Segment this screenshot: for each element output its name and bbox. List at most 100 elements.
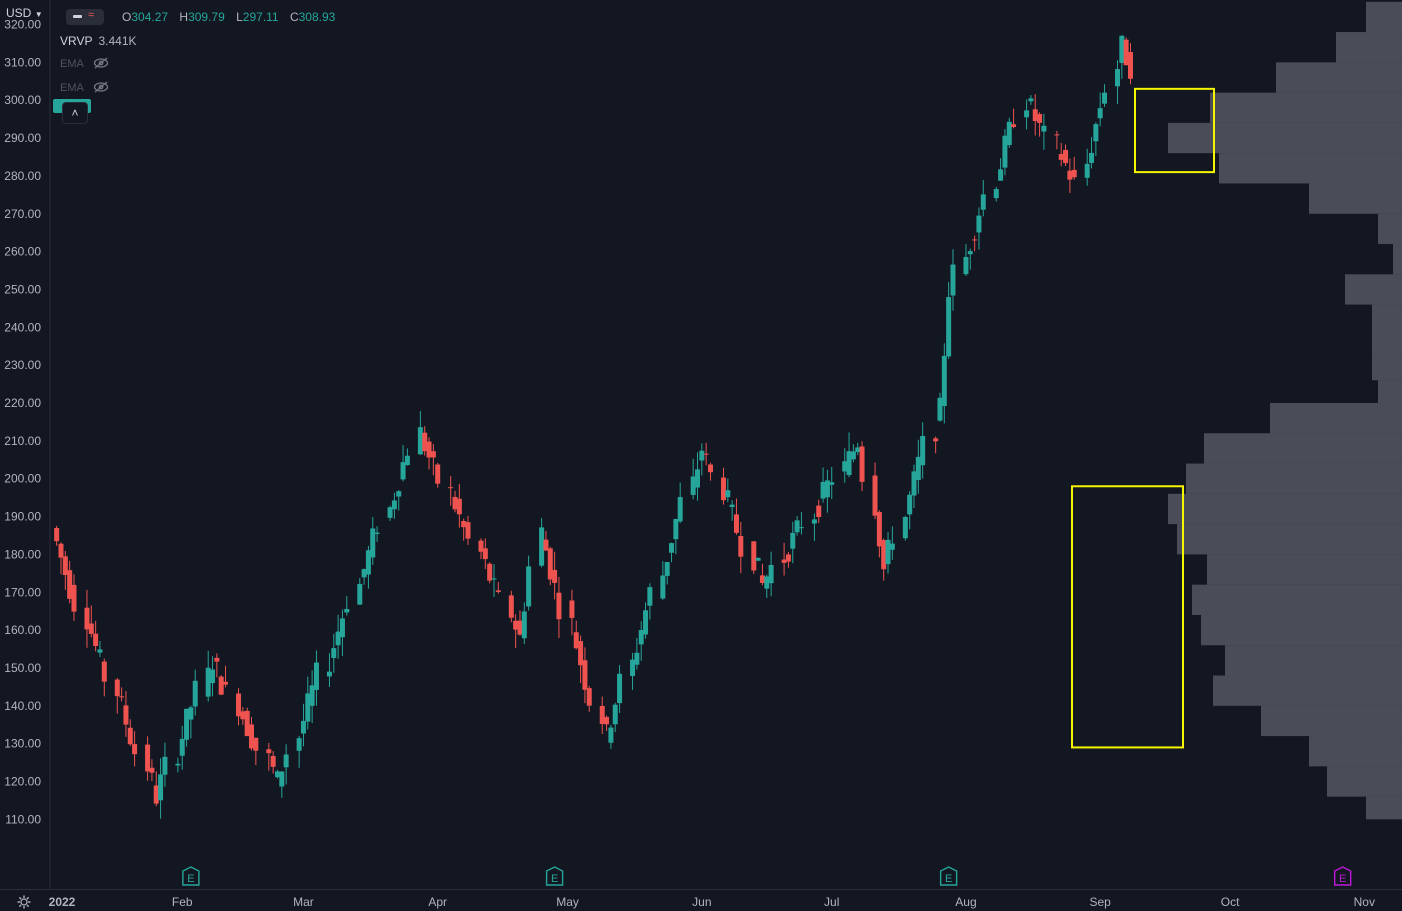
candle-body <box>630 659 636 676</box>
candle-body <box>937 397 943 421</box>
candle-body <box>404 455 410 466</box>
candle-body <box>214 657 220 662</box>
candle-body <box>647 587 653 606</box>
candle-body <box>729 504 735 508</box>
candle-body <box>1084 163 1090 178</box>
y-tick-label: 140.00 <box>4 699 41 713</box>
candle-body <box>357 583 363 605</box>
candle-body <box>967 251 973 255</box>
ohlc-key: C <box>289 10 299 24</box>
y-tick-label: 310.00 <box>4 55 41 69</box>
candle-body <box>677 497 683 522</box>
earnings-marker-icon[interactable]: E <box>939 866 958 886</box>
candle-body <box>387 507 393 518</box>
candle-body <box>755 557 761 561</box>
volume-profile-bar <box>1378 213 1402 245</box>
earnings-marker-label: E <box>187 873 194 885</box>
y-tick-label: 300.00 <box>4 93 41 107</box>
earnings-marker-icon[interactable]: E <box>545 866 564 886</box>
symbol-toggle[interactable]: ≈ <box>66 9 104 25</box>
candle-body <box>902 517 908 539</box>
candle-body <box>422 432 428 452</box>
eye-off-icon[interactable] <box>93 81 109 93</box>
candle-body <box>223 681 229 685</box>
currency-selector[interactable]: USD ▼ <box>6 6 43 20</box>
earnings-marker-icon[interactable]: E <box>1333 866 1352 886</box>
candle-body <box>127 727 133 745</box>
candle-body <box>244 710 250 737</box>
candle-body <box>1011 124 1017 128</box>
candle-body <box>1041 125 1047 132</box>
ohlc-key: L <box>236 10 243 24</box>
candle-body <box>67 570 73 599</box>
currency-label: USD <box>6 6 32 20</box>
minus-icon <box>73 15 82 18</box>
candle-body <box>417 427 423 455</box>
candle-body <box>58 543 64 558</box>
candle-body <box>491 578 497 580</box>
candle-body <box>963 256 969 275</box>
candle-body <box>720 477 726 501</box>
candle-body <box>850 451 856 460</box>
candle-body <box>552 569 558 583</box>
candle-body <box>205 667 211 697</box>
candle-body <box>660 575 666 599</box>
candle-body <box>859 446 865 482</box>
candle-body <box>344 608 350 613</box>
candle-body <box>335 631 341 646</box>
y-tick-label: 170.00 <box>4 585 41 599</box>
ema-legend[interactable]: EMA <box>60 82 84 94</box>
earnings-marker-icon[interactable]: E <box>182 866 200 886</box>
volume-profile-bar <box>1177 524 1402 555</box>
volume-profile-bar <box>1219 153 1402 184</box>
volume-profile-bar <box>1372 357 1402 381</box>
candle-body <box>725 490 731 498</box>
eye-off-icon[interactable] <box>93 57 109 69</box>
candle-body <box>643 610 649 635</box>
earnings-marker-label: E <box>551 873 558 885</box>
candle-body <box>300 720 306 734</box>
candle-body <box>326 671 332 677</box>
candle-body <box>313 662 319 690</box>
candle-body <box>184 708 190 740</box>
candle-body <box>361 569 367 578</box>
candlesticks <box>54 35 1133 819</box>
ema-legend[interactable]: EMA <box>60 58 84 70</box>
candle-body <box>829 482 835 485</box>
candle-body <box>253 737 259 751</box>
candle-body <box>487 563 493 581</box>
candle-body <box>391 500 397 510</box>
candle-body <box>1097 108 1103 119</box>
x-tick-label: Aug <box>955 895 976 909</box>
candle-body <box>123 705 129 725</box>
candle-body <box>1093 124 1099 142</box>
volume-profile-bar <box>1168 493 1402 525</box>
x-tick-label: Jun <box>692 895 711 909</box>
candle-body <box>889 543 895 550</box>
candle-body <box>435 464 441 484</box>
chevron-up-icon[interactable]: ˄ <box>62 102 88 124</box>
candle-body <box>526 566 532 607</box>
volume-profile <box>1168 1 1402 820</box>
candle-body <box>188 707 194 720</box>
candle-body <box>274 771 280 778</box>
candle-body <box>296 738 302 751</box>
candle-body <box>586 688 592 706</box>
candle-body <box>885 539 891 565</box>
candle-body <box>495 590 501 592</box>
gear-icon[interactable] <box>17 895 31 909</box>
candle-body <box>855 447 861 453</box>
candle-body <box>456 498 462 515</box>
candle-body <box>547 548 553 580</box>
indicator-legend[interactable]: VRVP 3.441K <box>60 34 137 48</box>
candle-body <box>309 685 315 706</box>
candle-body <box>738 535 744 557</box>
candle-body <box>210 669 216 684</box>
ohlc-key: H <box>179 10 189 24</box>
ohlc-key: O <box>122 10 132 24</box>
y-tick-label: 320.00 <box>4 18 41 32</box>
candle-body <box>539 527 545 566</box>
volume-profile-bar <box>1168 122 1402 154</box>
